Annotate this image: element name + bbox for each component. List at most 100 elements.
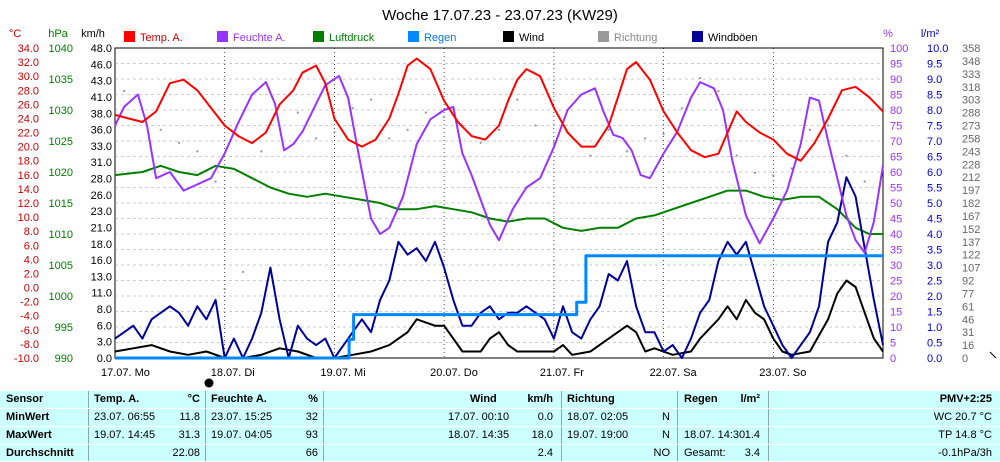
direction-tick-label: 228 bbox=[962, 159, 980, 171]
max-label: MaxWert bbox=[6, 429, 52, 441]
rain-tick-label: 3.5 bbox=[927, 245, 942, 257]
direction-point bbox=[754, 171, 756, 174]
direction-point bbox=[260, 150, 263, 153]
humidity-tick-label: 75 bbox=[890, 121, 902, 133]
rain-tick-label: 7.0 bbox=[927, 136, 942, 148]
plot-grid bbox=[115, 48, 883, 358]
direction-min-time: 18.07. 02:05 bbox=[567, 411, 629, 423]
legend-swatch-humidity bbox=[217, 31, 228, 42]
temp-tick-label: 18.0 bbox=[18, 156, 39, 168]
direction-point bbox=[680, 107, 683, 110]
legend-swatch-rain bbox=[408, 31, 419, 42]
row-sep bbox=[0, 408, 1000, 409]
rain-tick-label: 6.0 bbox=[927, 167, 942, 179]
direction-point bbox=[214, 180, 217, 183]
humidity-tick-label: 15 bbox=[890, 307, 902, 319]
pressure-unit-label: hPa bbox=[48, 28, 68, 40]
legend-label-rain: Regen bbox=[424, 32, 456, 44]
humidity-min-time: 23.07. 15:25 bbox=[211, 411, 273, 423]
wind-tick-label: 11.0 bbox=[91, 288, 112, 300]
direction-max-time: 19.07. 19:00 bbox=[567, 429, 629, 441]
direction-tick-label: 333 bbox=[962, 69, 980, 81]
direction-tick-label: 0 bbox=[962, 353, 968, 365]
pressure-tick-label: 1005 bbox=[49, 260, 73, 272]
direction-point bbox=[223, 288, 226, 291]
rain-tick-label: 8.0 bbox=[927, 105, 942, 117]
temp-tick-label: 24.0 bbox=[18, 113, 39, 125]
pmv-header: PMV+2:25 bbox=[939, 393, 992, 405]
direction-point bbox=[772, 174, 775, 177]
rain-tick-label: 5.5 bbox=[927, 183, 942, 195]
temp-tick-label: 16.0 bbox=[18, 170, 39, 182]
temp-tick-label: 8.0 bbox=[24, 226, 39, 238]
series-line-rain bbox=[115, 254, 883, 360]
direction-point bbox=[370, 98, 372, 101]
direction-point bbox=[790, 167, 793, 170]
temp-tick-label: -6.0 bbox=[20, 325, 39, 337]
temp-tick-label: 20.0 bbox=[18, 142, 39, 154]
wind-tick-label: 38.0 bbox=[91, 108, 112, 120]
rain-unit-label: l/m² bbox=[921, 28, 940, 40]
temp-max-time: 19.07. 14:45 bbox=[94, 429, 156, 441]
wind-max-time: 18.07. 14:35 bbox=[448, 429, 510, 441]
statistics-table: Sensor Temp. A. °C Feuchte A. % Wind km/… bbox=[0, 391, 1000, 461]
humidity-tick-label: 85 bbox=[890, 90, 902, 102]
direction-tick-label: 212 bbox=[962, 172, 980, 184]
series-line-humidity bbox=[114, 74, 884, 254]
sensor-label: Sensor bbox=[6, 393, 44, 405]
rain-max-value: 1.4 bbox=[744, 429, 760, 441]
temp-tick-label: 14.0 bbox=[18, 184, 39, 196]
direction-tick-label: 197 bbox=[962, 185, 980, 197]
pressure-tick-label: 995 bbox=[55, 322, 73, 334]
temp-tick-label: 32.0 bbox=[18, 57, 39, 69]
direction-point bbox=[717, 90, 720, 93]
temp-tick-label: -8.0 bbox=[20, 339, 39, 351]
direction-point bbox=[735, 154, 738, 157]
pressure-tick-label: 990 bbox=[55, 353, 73, 365]
corner-tick bbox=[989, 351, 997, 359]
stats-max-row: MaxWert 19.07. 14:45 31.3 19.07. 04:05 9… bbox=[0, 427, 1000, 444]
humidity-max-value: 93 bbox=[305, 429, 318, 441]
direction-point bbox=[296, 111, 299, 114]
humidity-unit-label: % bbox=[883, 28, 893, 40]
wind-tick-label: 43.0 bbox=[91, 76, 112, 88]
temp-tick-label: -4.0 bbox=[20, 311, 39, 323]
direction-point bbox=[388, 137, 391, 140]
legend-label-temp: Temp. A. bbox=[140, 32, 183, 44]
legend-label-pressure: Luftdruck bbox=[329, 32, 375, 44]
direction-tick-label: 61 bbox=[962, 301, 974, 313]
humidity-tick-label: 25 bbox=[890, 276, 902, 288]
direction-point bbox=[882, 305, 884, 308]
humidity-tick-label: 60 bbox=[890, 167, 902, 179]
day-label: 21.07. Fr bbox=[540, 367, 584, 379]
direction-point bbox=[516, 98, 519, 101]
direction-point bbox=[863, 180, 866, 183]
direction-tick-label: 122 bbox=[962, 250, 980, 262]
humidity-header: Feuchte A. bbox=[211, 393, 267, 405]
direction-tick-label: 92 bbox=[962, 276, 974, 288]
rain-tick-label: 2.0 bbox=[927, 291, 942, 303]
pressure-tick-label: 1020 bbox=[49, 167, 73, 179]
day-label: 17.07. Mo bbox=[101, 367, 150, 379]
rain-tick-label: 10.0 bbox=[927, 43, 948, 55]
direction-max-value: N bbox=[662, 429, 670, 441]
legend-swatch-direction bbox=[598, 31, 609, 42]
legend-swatch-gusts bbox=[692, 31, 703, 42]
temp-tick-label: -10.0 bbox=[14, 353, 39, 365]
direction-header: Richtung bbox=[567, 393, 615, 405]
row-sep bbox=[0, 444, 1000, 445]
direction-tick-label: 46 bbox=[962, 314, 974, 326]
direction-point bbox=[552, 141, 555, 144]
day-marker-icon bbox=[204, 378, 214, 388]
temp-min-value: 11.8 bbox=[179, 411, 200, 423]
wind-tick-label: 46.0 bbox=[91, 59, 112, 71]
rain-tick-label: 6.5 bbox=[927, 152, 942, 164]
direction-tick-label: 358 bbox=[962, 43, 980, 55]
legend: Temp. A. Feuchte A. Luftdruck Regen Wind… bbox=[124, 31, 758, 44]
rain-tick-label: 1.5 bbox=[927, 307, 942, 319]
humidity-tick-label: 55 bbox=[890, 183, 902, 195]
direction-point bbox=[827, 124, 830, 127]
direction-point bbox=[443, 115, 446, 118]
temp-tick-label: 30.0 bbox=[18, 71, 39, 83]
rain-unit: l/m² bbox=[740, 393, 760, 405]
